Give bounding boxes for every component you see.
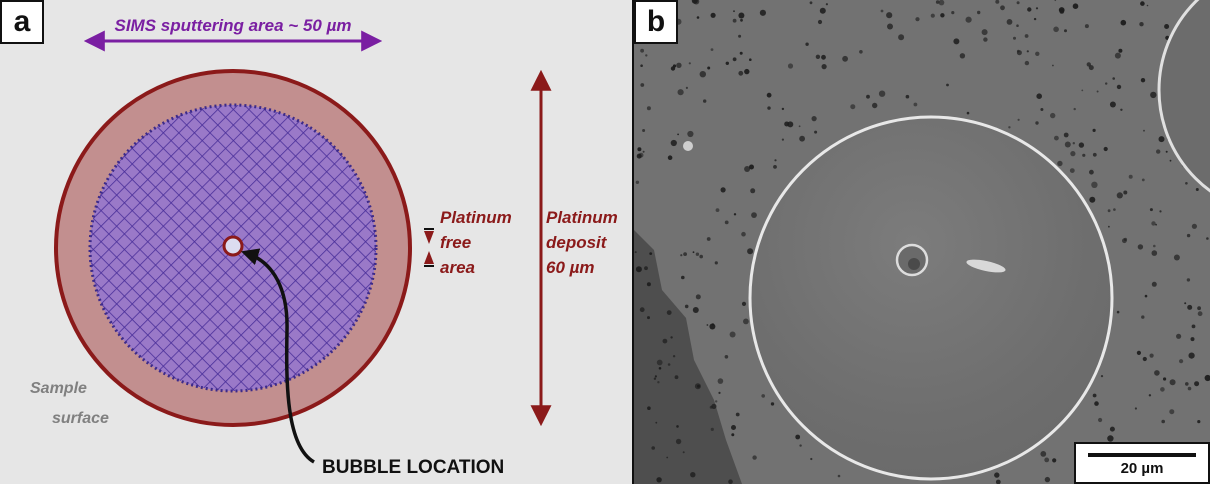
sem-dark-region	[634, 230, 742, 484]
sem-particle	[683, 141, 693, 151]
pt-deposit-label-line-2: deposit	[546, 233, 608, 252]
bubble-marker	[222, 235, 244, 257]
sem-platinum-disc	[748, 115, 1114, 481]
pt-deposit-label-line-1: Platinum	[546, 208, 618, 227]
sputter-area-label: SIMS sputtering area ~ 50 µm	[114, 16, 351, 35]
scale-bar-label: 20 µm	[1120, 460, 1164, 477]
sample-surface-label-line-1: Sample	[30, 380, 87, 397]
panel-divider	[632, 0, 634, 484]
bubble-location-label: BUBBLE LOCATION	[322, 457, 504, 478]
pt-free-label-line-1: Platinum	[440, 208, 512, 227]
panel-b-sem-image: b 20 µm	[634, 0, 1210, 484]
pt-deposit-label-line-3: 60 µm	[546, 258, 595, 277]
pt-free-area-marker	[424, 228, 434, 267]
sample-surface-label-line-2: surface	[52, 410, 109, 427]
sem-micrograph	[634, 0, 1210, 484]
bubble-pointer-arrow	[241, 248, 315, 464]
scale-bar-box: 20 µm	[1074, 442, 1210, 484]
pt-free-label-line-3: area	[440, 258, 475, 277]
sem-bright-streak	[966, 259, 1006, 273]
sem-bubble-core	[908, 258, 920, 270]
sem-neighbor-disc	[1157, 0, 1210, 193]
scale-bar	[1088, 453, 1196, 457]
schematic-drawing: SIMS sputtering area ~ 50 µm Platinum fr…	[30, 16, 618, 478]
panel-b-label: b	[634, 0, 678, 44]
panel-a-label: a	[0, 0, 44, 44]
sputtering-area-border	[88, 103, 378, 393]
pt-free-label-line-2: free	[440, 233, 471, 252]
panel-a-schematic: SIMS sputtering area ~ 50 µm Platinum fr…	[0, 0, 632, 484]
